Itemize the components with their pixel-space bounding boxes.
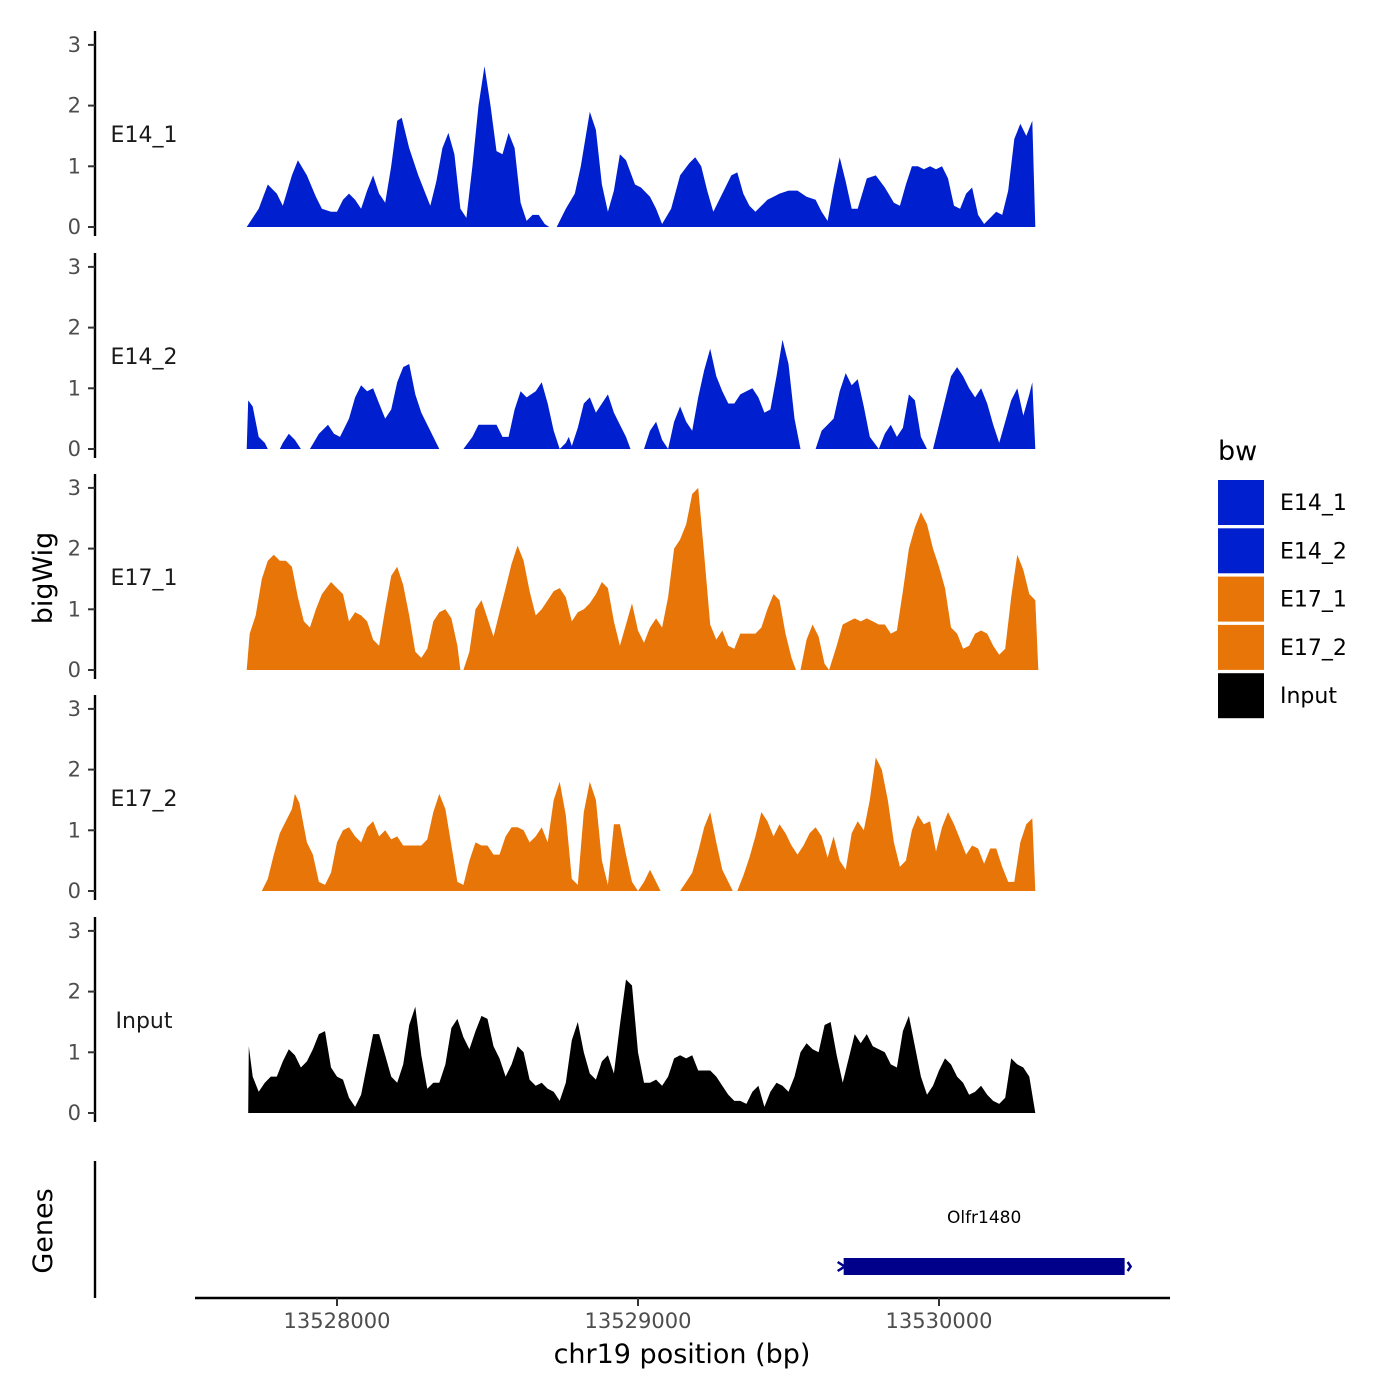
x-tick-label: 13530000 xyxy=(886,1309,993,1333)
y-tick-label: 1 xyxy=(68,597,81,621)
y-tick-label: 2 xyxy=(68,94,81,118)
genes-panel: Olfr1480 xyxy=(93,1161,1133,1298)
legend-key xyxy=(1218,528,1264,574)
x-tick-label: 13529000 xyxy=(585,1309,692,1333)
y-tick-label: 0 xyxy=(68,437,81,461)
x-axis-title: chr19 position (bp) xyxy=(554,1339,811,1370)
y-tick-label: 0 xyxy=(68,215,81,239)
track-e14-2: 0 1 2 3 E14_2 xyxy=(68,253,1036,461)
legend-label: Input xyxy=(1280,684,1337,709)
track-label: E17_2 xyxy=(111,787,178,812)
y-tick-label: 1 xyxy=(68,1040,81,1064)
x-tick-label: 13528000 xyxy=(284,1309,391,1333)
y-tick-label: 2 xyxy=(68,537,81,561)
gene-label: Olfr1480 xyxy=(947,1208,1021,1228)
legend-label: E17_2 xyxy=(1280,636,1347,661)
legend: bw E14_1 E14_2 E17_1 E17_2 Input xyxy=(1218,436,1347,719)
legend-title: bw xyxy=(1218,436,1257,467)
y-tick-label: 1 xyxy=(68,376,81,400)
y-tick-label: 0 xyxy=(68,658,81,682)
strand-arrow xyxy=(1126,1261,1133,1272)
track-label: E14_2 xyxy=(111,345,178,370)
y-tick-label: 3 xyxy=(68,33,81,57)
gene-body xyxy=(843,1258,1125,1275)
coverage-area-e17-2 xyxy=(261,757,1036,891)
track-e17-2: 0 1 2 3 E17_2 xyxy=(68,695,1036,903)
y-tick-label: 1 xyxy=(68,818,81,842)
track-label: Input xyxy=(116,1009,173,1034)
y-tick-label: 3 xyxy=(68,697,81,721)
legend-key xyxy=(1218,624,1264,670)
track-label: E17_1 xyxy=(111,566,178,591)
track-e17-1: 0 1 2 3 E17_1 xyxy=(68,474,1039,682)
y-axis-title: bigWig xyxy=(28,532,59,625)
gene-marks: Olfr1480 xyxy=(836,1208,1133,1275)
y-tick-label: 3 xyxy=(68,255,81,279)
track-e14-1: 0 1 2 3 E14_1 xyxy=(68,31,1036,239)
bigwig-tracks: 0 1 2 3 E14_1 0 1 2 3 E14_2 0 1 2 3 E17_1 0 1 2 3 E17_2 0 1 2 3… xyxy=(68,31,1039,1125)
genes-axis-title: Genes xyxy=(28,1188,59,1273)
strand-arrow xyxy=(836,1260,847,1273)
coverage-area-e14-2 xyxy=(246,339,1036,449)
y-tick-label: 2 xyxy=(68,980,81,1004)
y-tick-label: 0 xyxy=(68,879,81,903)
legend-label: E14_2 xyxy=(1280,539,1347,564)
track-label: E14_1 xyxy=(111,123,178,148)
y-tick-label: 2 xyxy=(68,316,81,340)
legend-key xyxy=(1218,480,1264,525)
coverage-area-input xyxy=(248,979,1036,1113)
legend-label: E17_1 xyxy=(1280,588,1347,613)
x-axis: 13528000 13529000 13530000 xyxy=(195,1296,1170,1333)
track-input: 0 1 2 3 Input xyxy=(68,917,1036,1125)
y-tick-label: 0 xyxy=(68,1101,81,1125)
y-tick-label: 3 xyxy=(68,919,81,943)
legend-key xyxy=(1218,673,1264,719)
coverage-area-e14-1 xyxy=(246,66,1036,227)
y-tick-label: 1 xyxy=(68,154,81,178)
legend-key xyxy=(1218,576,1264,622)
y-tick-label: 2 xyxy=(68,758,81,782)
legend-label: E14_1 xyxy=(1280,491,1347,516)
coverage-area-e17-1 xyxy=(246,487,1039,670)
y-tick-label: 3 xyxy=(68,476,81,500)
